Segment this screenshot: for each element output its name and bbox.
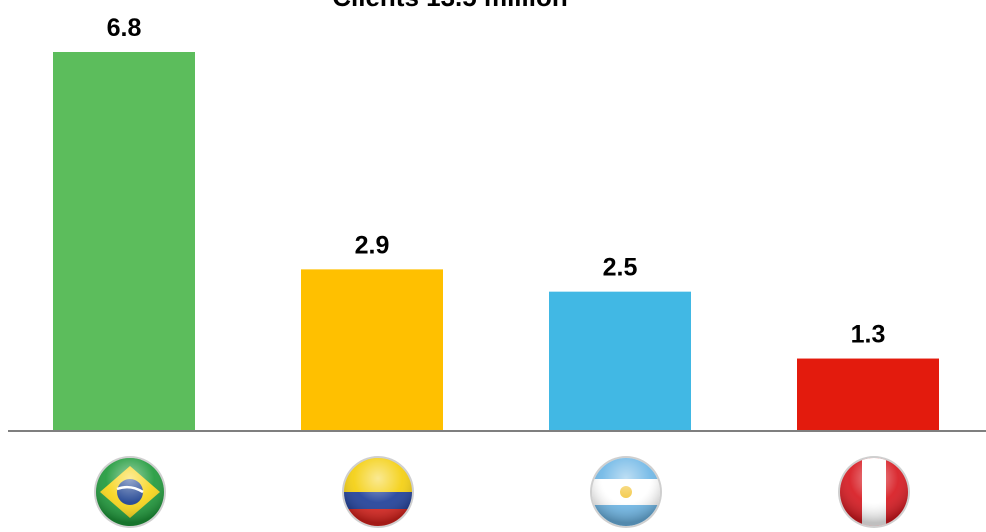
value-labels-layer: 6.8 2.9 2.5 1.3 (107, 14, 886, 349)
value-label-brazil: 6.8 (107, 14, 142, 42)
peru-flag-icon (838, 456, 910, 528)
value-label-argentina: 2.5 (603, 254, 638, 282)
argentina-flag-icon (590, 456, 662, 528)
bar-peru (797, 358, 939, 431)
bar-brazil (53, 52, 195, 431)
value-label-colombia: 2.9 (355, 231, 390, 259)
bar-colombia (301, 269, 443, 431)
chart-title: Clients 13.5 million (240, 0, 660, 12)
bar-argentina (549, 291, 691, 431)
bars-layer (53, 52, 939, 431)
brazil-flag-icon (94, 456, 166, 528)
colombia-flag-icon (342, 456, 414, 528)
value-label-peru: 1.3 (851, 321, 886, 349)
